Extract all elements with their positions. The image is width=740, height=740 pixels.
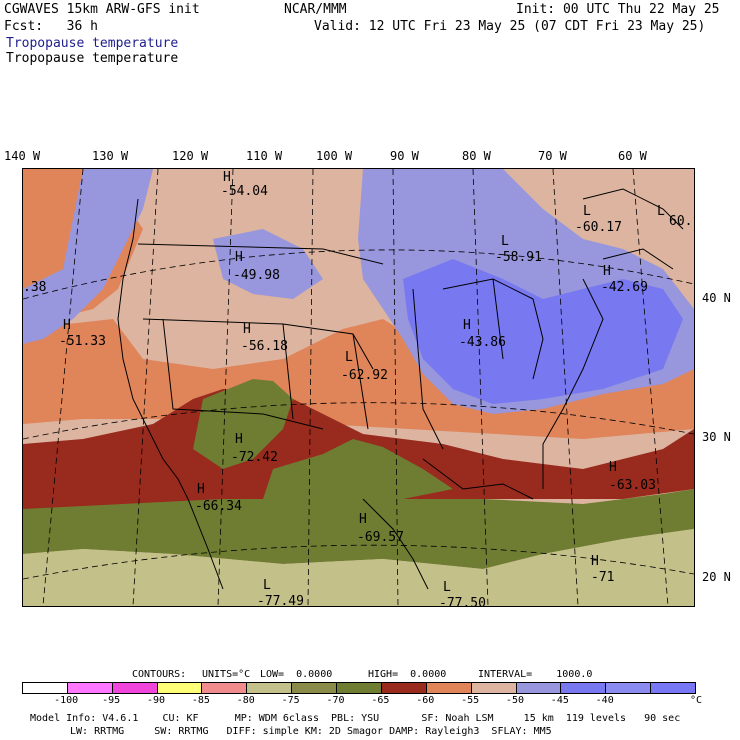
lon-label: 140 W [4, 149, 41, 163]
forecast-hour: Fcst: 36 h [4, 19, 98, 34]
valid-time: Valid: 12 UTC Fri 23 May 25 (07 CDT Fri … [314, 19, 706, 34]
center-value: -58.91 [495, 250, 542, 265]
lat-label: 20 N [702, 570, 731, 584]
colorbar-tick-label: -40 [595, 695, 614, 706]
center-value: -62.92 [341, 368, 388, 383]
model-info-line1: Model Info: V4.6.1 CU: KF MP: WDM 6class… [30, 713, 681, 724]
center-value: 60. [669, 214, 693, 229]
init-time: Init: 00 UTC Thu 22 May 25 [516, 2, 720, 17]
colorbar-swatch [22, 682, 68, 694]
colorbar-tick-label: -100 [54, 695, 79, 706]
colorbar [22, 682, 696, 694]
lon-label: 120 W [172, 149, 209, 163]
shade-minus75 [23, 529, 694, 606]
center-value: -77.49 [257, 594, 304, 609]
lat-label: 30 N [702, 430, 731, 444]
colorbar-tick-label: -65 [371, 695, 390, 706]
center-value: -54.04 [221, 184, 268, 199]
center-letter: L [583, 204, 591, 219]
center-letter: H [235, 250, 243, 265]
center-letter: H [223, 170, 231, 185]
colorbar-tick-label: -90 [147, 695, 166, 706]
colorbar-swatch [156, 682, 203, 694]
colored-field-name: Tropopause temperature [6, 36, 179, 51]
colorbar-unit: °C [690, 695, 703, 706]
colorbar-swatch [66, 682, 113, 694]
colorbar-swatch [246, 682, 293, 694]
colorbar-swatch [605, 682, 652, 694]
center-value: -71 [591, 570, 615, 585]
center-value: -49.98 [233, 268, 280, 283]
center-value: -60.17 [575, 220, 622, 235]
colorbar-swatch [515, 682, 562, 694]
colorbar-tick-label: -55 [461, 695, 480, 706]
model-title: CGWAVES 15km ARW-GFS init [4, 2, 200, 17]
contour-low: LOW= 0.0000 [260, 669, 333, 680]
colorbar-swatch [336, 682, 382, 694]
center-letter: L [501, 234, 509, 249]
center-letter: H [197, 482, 205, 497]
lon-label: 130 W [92, 149, 129, 163]
center-value: -56.18 [241, 339, 288, 354]
center-value: -77.50 [439, 596, 486, 611]
colorbar-swatch [560, 682, 607, 694]
colorbar-tick-label: -75 [281, 695, 300, 706]
organization-label: NCAR/MMM [284, 2, 347, 17]
lon-label: 80 W [462, 149, 491, 163]
center-value: -72.42 [231, 450, 278, 465]
center-value: -69.57 [357, 530, 404, 545]
contour-units: UNITS=°C [202, 669, 251, 680]
center-letter: L [657, 204, 665, 219]
colorbar-tick-label: -60 [416, 695, 435, 706]
center-letter: H [359, 512, 367, 527]
center-letter: H [609, 460, 617, 475]
colorbar-swatch [380, 682, 427, 694]
lon-label: 100 W [316, 149, 353, 163]
colorbar-tick-label: -50 [505, 695, 524, 706]
shade-minus70 [263, 439, 453, 499]
center-letter: H [243, 322, 251, 337]
lat-label: 40 N [702, 291, 731, 305]
center-letter: L [263, 578, 271, 593]
colorbar-swatch [111, 682, 158, 694]
lon-label: 110 W [246, 149, 283, 163]
center-letter: L [345, 350, 353, 365]
center-value: .38 [23, 280, 47, 295]
center-value: -63.03 [609, 478, 656, 493]
colorbar-swatch [470, 682, 517, 694]
lon-label: 60 W [618, 149, 647, 163]
center-value: -42.69 [601, 280, 648, 295]
center-letter: H [591, 554, 599, 569]
shade-minus70 [23, 489, 694, 569]
tropopause-temperature-map: H -54.04 H -49.98 H -51.33 H -56.18 L -6… [22, 168, 695, 611]
center-letter: H [63, 318, 71, 333]
contour-field-name: Tropopause temperature [6, 51, 179, 66]
colorbar-swatch [425, 682, 472, 694]
center-letter: H [603, 264, 611, 279]
colorbar-tick-label: -80 [236, 695, 255, 706]
center-value: -43.86 [459, 335, 506, 350]
shade-minus50 [23, 169, 153, 344]
colorbar-swatch [291, 682, 338, 694]
model-info-line2: LW: RRTMG SW: RRTMG DIFF: simple KM: 2D … [70, 726, 552, 737]
center-value: -66.34 [195, 499, 242, 514]
colorbar-tick-label: -85 [191, 695, 210, 706]
colorbar-tick-label: -70 [326, 695, 345, 706]
contour-label: CONTOURS: [132, 669, 187, 680]
colorbar-swatch [201, 682, 248, 694]
center-value: -51.33 [59, 334, 106, 349]
center-letter: H [235, 432, 243, 447]
colorbar-swatch [650, 682, 696, 694]
lon-label: 90 W [390, 149, 419, 163]
center-letter: H [463, 318, 471, 333]
lon-label: 70 W [538, 149, 567, 163]
colorbar-tick-label: -95 [102, 695, 121, 706]
center-letter: L [443, 580, 451, 595]
contour-high: HIGH= 0.0000 [368, 669, 447, 680]
shade-minus70 [193, 379, 293, 469]
colorbar-tick-label: -45 [550, 695, 569, 706]
contour-interval: INTERVAL= 1000.0 [478, 669, 593, 680]
shade-minus45 [403, 259, 683, 404]
